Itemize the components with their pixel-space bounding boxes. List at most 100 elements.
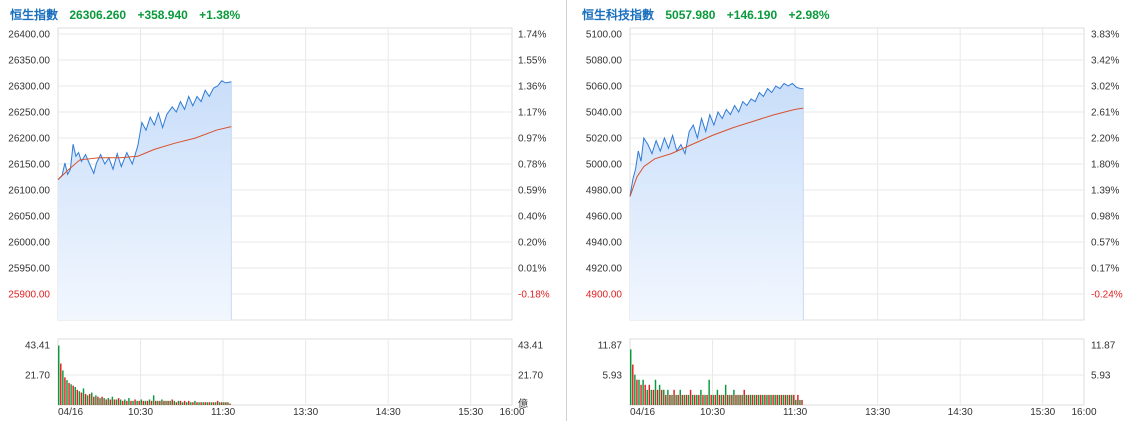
average-line <box>57 126 232 180</box>
volume-tick-label: 43.41 <box>518 341 543 352</box>
volume-tick-label: 11.87 <box>1091 341 1116 352</box>
volume-unit-label: 億 <box>518 397 528 410</box>
volume-bar <box>165 400 167 405</box>
x-tick-label: 14:30 <box>948 407 973 418</box>
volume-bar <box>206 402 209 405</box>
volume-bar <box>687 394 690 405</box>
volume-bar <box>786 394 789 405</box>
hstech-intraday-chart[interactable]: 5100.00 3.83% 5080.00 3.42% 5060.00 3.02% 5040… <box>572 0 1141 421</box>
hsi-intraday-chart[interactable]: 26400.00 1.74% 26350.00 1.55% 26300.00 1.36% 2… <box>0 0 560 421</box>
volume-bar <box>691 394 694 405</box>
volume-bar <box>179 400 182 405</box>
y-tick-label: 4920.00 <box>586 264 623 275</box>
volume-tick-label: 21.70 <box>25 371 50 382</box>
volume-bar <box>136 400 138 405</box>
volume-bar <box>693 394 696 405</box>
volume-bar <box>774 394 776 405</box>
volume-bar <box>163 400 165 405</box>
y-tick-label: 26300.00 <box>8 82 50 93</box>
volume-bar <box>218 402 221 405</box>
y-tick-label: 26000.00 <box>8 238 50 249</box>
x-tick-label: 11:30 <box>211 407 236 418</box>
volume-bar <box>671 394 673 405</box>
x-tick-label: 13:30 <box>865 407 890 418</box>
volume-bar <box>747 394 750 405</box>
volume-bar <box>194 400 196 405</box>
index-name[interactable]: 恒生科技指數 <box>582 8 655 22</box>
x-tick-label: 15:30 <box>1030 407 1055 418</box>
volume-bar <box>82 388 85 405</box>
volume-bar <box>710 394 712 405</box>
volume-bar <box>86 395 89 405</box>
volume-bar <box>724 384 727 405</box>
volume-bar <box>677 394 679 405</box>
pct-tick-label: 3.02% <box>1091 82 1119 93</box>
y-tick-label: 25900.00 <box>8 290 50 301</box>
volume-bar <box>119 399 122 405</box>
volume-bar <box>138 400 140 405</box>
volume-bar <box>757 394 760 405</box>
volume-bar <box>704 394 706 405</box>
index-name[interactable]: 恒生指數 <box>10 8 59 22</box>
volume-bar <box>764 394 766 405</box>
volume-bar <box>150 400 153 405</box>
volume-bar <box>109 399 112 405</box>
price-area <box>58 80 232 320</box>
volume-bar <box>60 363 62 405</box>
volume-bar <box>642 379 644 405</box>
pct-tick-label: 0.78% <box>518 160 546 171</box>
volume-bar <box>737 394 739 405</box>
volume-bar <box>780 394 783 405</box>
volume-bar <box>140 399 143 405</box>
y-tick-label: 26050.00 <box>8 212 50 223</box>
volume-bar <box>157 400 159 405</box>
volume-bar <box>784 394 787 405</box>
volume-bar <box>665 394 667 405</box>
volume-bar <box>652 389 655 405</box>
volume-tick-label: 43.41 <box>25 341 50 352</box>
volume-bar <box>640 384 642 405</box>
volume-bar <box>190 402 192 405</box>
volume-bar <box>741 394 743 405</box>
hsi-chart-panel: 恒生指數 26306.260 +358.940 +1.38% 26400.00 1… <box>0 0 560 421</box>
volume-bar <box>753 394 756 405</box>
volume-bar <box>755 394 758 405</box>
average-line <box>629 107 804 197</box>
volume-bar <box>638 379 640 405</box>
price-plot-frame <box>629 27 1085 321</box>
volume-bar <box>196 402 198 405</box>
volume-bar <box>720 394 723 405</box>
volume-bar <box>685 394 688 405</box>
volume-bar <box>88 393 91 405</box>
volume-bar <box>799 399 801 405</box>
volume-bar <box>630 349 632 405</box>
volume-bar <box>660 389 663 405</box>
volume-bar <box>126 400 128 405</box>
volume-bar <box>64 377 66 405</box>
volume-bar <box>790 394 793 405</box>
volume-bar <box>74 387 76 405</box>
percent-change: +1.38% <box>199 8 241 22</box>
volume-bar <box>776 394 778 405</box>
volume-bar <box>679 389 681 405</box>
y-tick-label: 4980.00 <box>586 186 623 197</box>
volume-bar <box>115 399 118 405</box>
volume-bar <box>148 399 151 405</box>
volume-bar <box>154 400 157 405</box>
pct-tick-label: 3.83% <box>1091 30 1119 41</box>
volume-bar <box>58 345 60 405</box>
x-tick-label: 10:30 <box>128 407 153 418</box>
volume-bar <box>743 389 745 405</box>
volume-bar <box>667 389 669 405</box>
y-tick-label: 5100.00 <box>586 30 623 41</box>
volume-bar <box>778 394 781 405</box>
volume-bar <box>675 394 677 405</box>
volume-bar <box>80 392 83 405</box>
volume-bar <box>795 399 797 405</box>
hsi-header: 恒生指數 26306.260 +358.940 +1.38% <box>10 6 248 22</box>
price-line <box>629 82 804 197</box>
volume-bar <box>121 400 124 405</box>
pct-tick-label: 1.36% <box>518 82 546 93</box>
price-change: +146.190 <box>726 8 778 22</box>
